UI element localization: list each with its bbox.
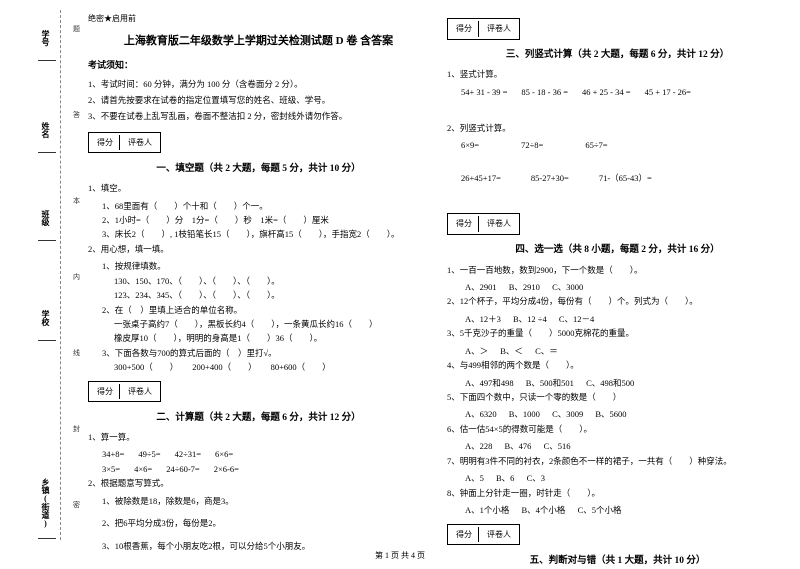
label-name: 姓名	[40, 122, 51, 138]
score-box-4: 得分 评卷人	[447, 213, 520, 235]
label-class: 班级	[40, 210, 51, 226]
s4q8: 8、钟面上分针走一圈，时针走（ ）。	[447, 486, 788, 500]
notice-3: 3、不要在试卷上乱写乱画，卷面不整洁扣 2 分，密封线外请勿作答。	[88, 109, 429, 123]
s4q6: 6、估一估54×5的得数可能是（ ）。	[447, 422, 788, 436]
q1: 1、填空。	[88, 181, 429, 195]
q2c-row: 300+500（ ） 200+400（ ） 80+600（ ）	[88, 360, 429, 374]
left-column: 绝密★启用前 上海教育版二年级数学上学期过关检测试题 D 卷 含答案 考试须知：…	[88, 12, 429, 542]
s4o8: A、1个小格 B、4个小格 C、5个小格	[447, 503, 788, 517]
s2q2: 2、根据题意写算式。	[88, 476, 429, 490]
section-4-heading: 四、选一选（共 8 小题，每题 2 分，共计 16 分）	[447, 242, 788, 258]
s3r2a: 6×9= 72÷8= 65÷7=	[447, 138, 788, 152]
q1b: 2、1小时=（ ）分 1分=（ ）秒 1米=（ ）厘米	[88, 213, 429, 227]
page-footer: 第 1 页 共 4 页	[0, 550, 800, 561]
score-box-3: 得分 评卷人	[447, 18, 520, 40]
score-col: 得分	[91, 135, 120, 151]
q2a2: 123、234、345、（ ）、（ ）、（ ）。	[88, 288, 429, 302]
page-body: 绝密★启用前 上海教育版二年级数学上学期过关检测试题 D 卷 含答案 考试须知：…	[88, 12, 788, 542]
q2b: 2、在（ ）里填上适合的单位名称。	[88, 303, 429, 317]
s2q1: 1、算一算。	[88, 430, 429, 444]
q2b1: 一张桌子高约7（ ），黑板长约4（ ），一条黄瓜长约16（ ）	[88, 317, 429, 331]
grader-col: 评卷人	[122, 135, 158, 151]
notice-1: 1、考试时间：60 分钟，满分为 100 分（含卷面分 2 分）。	[88, 77, 429, 91]
notice-heading: 考试须知：	[88, 58, 429, 73]
seal-marks: 题 答 本 内 线 封 密	[73, 15, 81, 513]
score-box-2: 得分 评卷人	[88, 381, 161, 403]
s3q1: 1、竖式计算。	[447, 67, 788, 81]
score-box: 得分 评卷人	[88, 132, 161, 154]
s4q7: 7、明明有3件不同的衬衣，2条颜色不一样的裙子，一共有（ ）种穿法。	[447, 454, 788, 468]
q1a: 1、68里面有（ ）个十和（ ）个一。	[88, 199, 429, 213]
s4o2: A、12＋3 B、12 ÷4 C、12－4	[447, 312, 788, 326]
secret-mark: 绝密★启用前	[88, 12, 429, 26]
q2c: 3、下面各数与700的算式后面的（ ）里打√。	[88, 346, 429, 360]
s4q1: 1、一百一百地数，数到2900，下一个数是（ ）。	[447, 263, 788, 277]
s3q2: 2、列竖式计算。	[447, 121, 788, 135]
section-3-heading: 三、列竖式计算（共 2 大题，每题 6 分，共计 12 分）	[447, 47, 788, 63]
score-box-5: 得分 评卷人	[447, 524, 520, 546]
s4q2: 2、12个杯子，平均分成4份，每份有（ ）个。列式为（ ）。	[447, 294, 788, 308]
s4o5: A、6320 B、1000 C、3009 B、5600	[447, 407, 788, 421]
label-town: 乡镇(街道)	[40, 478, 51, 528]
exam-title: 上海教育版二年级数学上学期过关检测试题 D 卷 含答案	[88, 32, 429, 51]
q2a1: 130、150、170、（ ）、（ ）、（ ）。	[88, 274, 429, 288]
s4o7: A、5 B、6 C、3	[447, 471, 788, 485]
binding-dashline	[60, 10, 61, 540]
s3r1: 54+ 31 - 39 = 85 - 18 - 36 = 46 + 25 - 3…	[447, 85, 788, 99]
s4o6: A、228 B、476 C、516	[447, 439, 788, 453]
label-studentid: 学号	[40, 30, 51, 46]
label-school: 学校	[40, 310, 51, 326]
s2q2a: 1、被除数是18，除数是6，商是3。	[88, 494, 429, 508]
s4o1: A、2901 B、2910 C、3000	[447, 280, 788, 294]
q2: 2、用心想，填一填。	[88, 242, 429, 256]
s2q2b: 2、把6平均分成3份，每份是2。	[88, 516, 429, 530]
notice-block: 考试须知： 1、考试时间：60 分钟，满分为 100 分（含卷面分 2 分）。 …	[88, 58, 429, 124]
right-column: 得分 评卷人 三、列竖式计算（共 2 大题，每题 6 分，共计 12 分） 1、…	[447, 12, 788, 542]
s4q5: 5、下面四个数中，只读一个零的数是（ ）	[447, 390, 788, 404]
s2r1: 34+8= 49÷5= 42÷31= 6×6=	[88, 447, 429, 461]
s4o4: A、497和498 B、500和501 C、498和500	[447, 376, 788, 390]
section-2-heading: 二、计算题（共 2 大题，每题 6 分，共计 12 分）	[88, 410, 429, 426]
s4q4: 4、与499相邻的两个数是（ ）。	[447, 358, 788, 372]
section-1-heading: 一、填空题（共 2 大题，每题 5 分，共计 10 分）	[88, 161, 429, 177]
binding-margin: 学号 姓名 班级 学校 乡镇(街道)	[0, 0, 60, 565]
s3r2b: 26+45+17= 85-27+30= 71-（65-43）=	[447, 171, 788, 185]
q2b2: 橡皮厚10（ ），明明的身高是1（ ）36（ ）。	[88, 331, 429, 345]
s2r2: 3×5= 4×6= 24÷60-7= 2×6-6=	[88, 462, 429, 476]
notice-2: 2、请首先按要求在试卷的指定位置填写您的姓名、班级、学号。	[88, 93, 429, 107]
q1c: 3、床长2（ ）, 1枝铅笔长15（ ），旗杆高15（ ），手指宽2（ ）。	[88, 227, 429, 241]
s4o3: A、＞ B、＜ C、＝	[447, 344, 788, 358]
s4q3: 3、5千克沙子的重量（ ）5000克棉花的重量。	[447, 326, 788, 340]
q2a: 1、按规律填数。	[88, 259, 429, 273]
